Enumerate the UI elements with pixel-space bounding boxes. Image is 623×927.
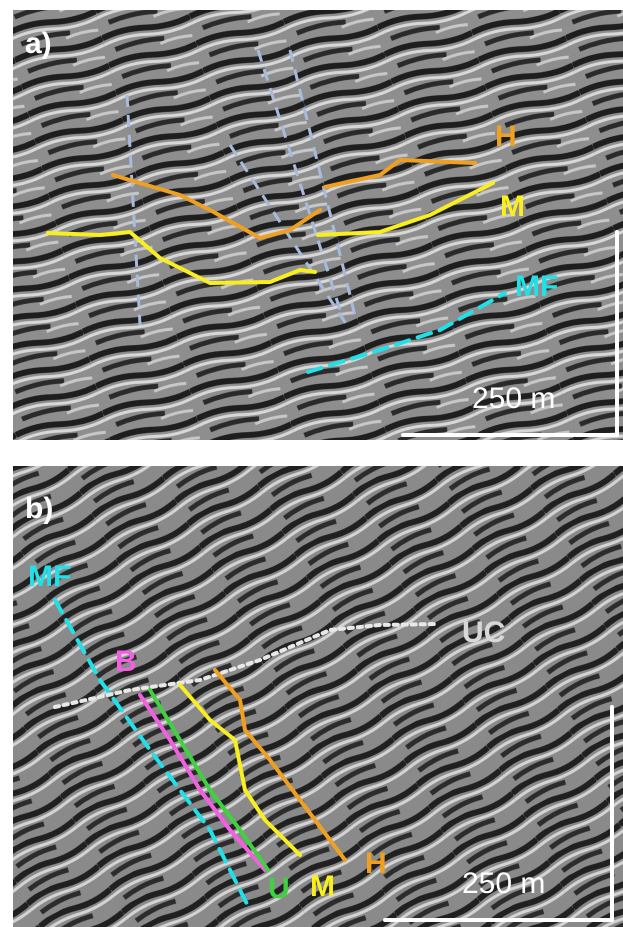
label-m: M bbox=[310, 870, 335, 903]
label-h: H bbox=[495, 120, 517, 153]
scale-label: 250 m bbox=[462, 867, 545, 900]
panel-a: a) H M MF 250 m bbox=[13, 10, 623, 440]
label-b: B bbox=[115, 645, 137, 678]
panel-label: a) bbox=[25, 27, 52, 60]
scale-label: 250 m bbox=[472, 382, 555, 415]
label-uc: UC bbox=[462, 616, 505, 649]
panel-label: b) bbox=[25, 492, 53, 525]
seismic-image bbox=[13, 10, 623, 440]
label-u: U bbox=[268, 872, 290, 905]
label-m: M bbox=[500, 190, 525, 223]
label-mf: MF bbox=[28, 560, 71, 593]
label-mf: MF bbox=[515, 270, 558, 303]
figure: a) H M MF 250 m b) MF B UC U M H 250 m bbox=[0, 0, 623, 927]
panel-b: b) MF B UC U M H 250 m bbox=[13, 466, 623, 927]
label-h: H bbox=[365, 847, 387, 880]
